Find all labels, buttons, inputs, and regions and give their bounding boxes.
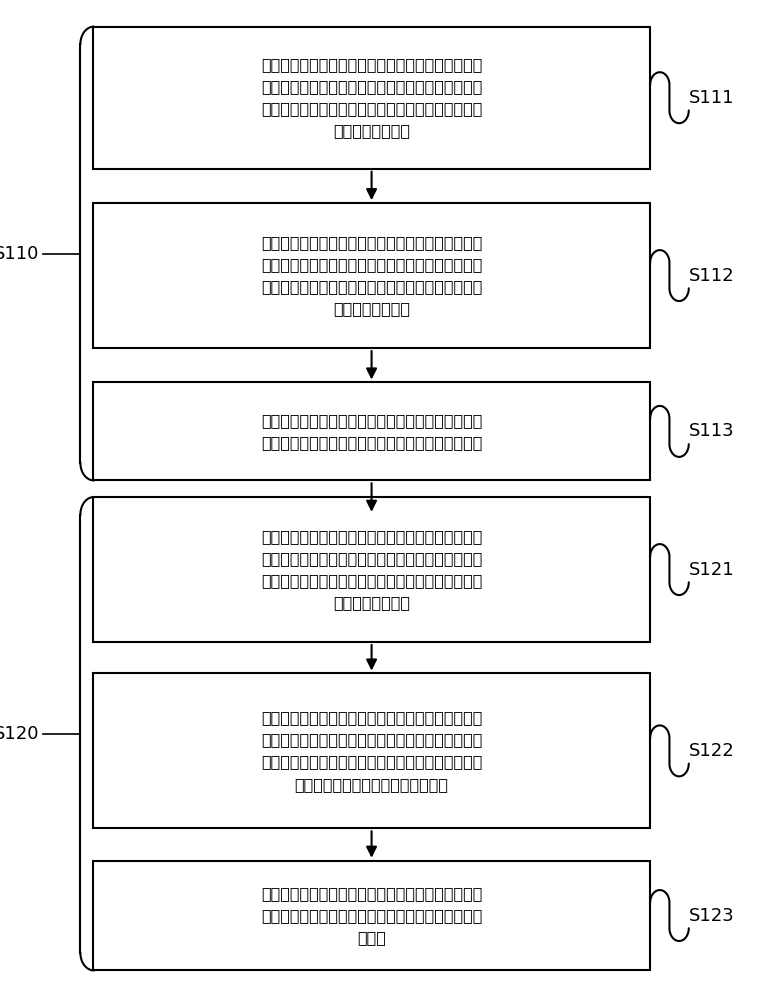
Text: S111: S111 <box>689 89 735 107</box>
FancyBboxPatch shape <box>93 861 650 970</box>
Text: S110: S110 <box>0 245 39 263</box>
Text: 将该可用子信道调度给所述第一调度优先级集合和所
述第二调度优先级集合中最高调度优先级对应的用户: 将该可用子信道调度给所述第一调度优先级集合和所 述第二调度优先级集合中最高调度优… <box>261 413 482 450</box>
Text: 根据该业务类型的每个直传用户的服务质量参数和该
直传用户在该可用子信道上的信道容量，分别计算每
个直传用户在该可用子信道上的调度优先级，获得第
一调度优先级集合: 根据该业务类型的每个直传用户的服务质量参数和该 直传用户在该可用子信道上的信道容… <box>261 57 482 139</box>
Text: S122: S122 <box>689 742 735 760</box>
FancyBboxPatch shape <box>93 27 650 169</box>
FancyBboxPatch shape <box>93 673 650 828</box>
FancyBboxPatch shape <box>93 203 650 348</box>
Text: 将该可用子信道调度给所述第三调度优先级集合和所
述第四调度优先级集合中最高调度优先级对应的用户
或节点: 将该可用子信道调度给所述第三调度优先级集合和所 述第四调度优先级集合中最高调度优… <box>261 886 482 945</box>
Text: 根据该业务类型的每个中继用户的服务质量参数和该
中继用户在该可用子信道上的信道容量，分别计算每
个中继用户在该可用子信道上的调度优先级，获得第
二调度优先级集合: 根据该业务类型的每个中继用户的服务质量参数和该 中继用户在该可用子信道上的信道容… <box>261 235 482 316</box>
Text: S123: S123 <box>689 907 735 925</box>
FancyBboxPatch shape <box>93 497 650 642</box>
Text: S113: S113 <box>689 422 735 440</box>
Text: S121: S121 <box>689 561 735 579</box>
Text: S112: S112 <box>689 267 735 285</box>
Text: 根据该业务类型的每个中继节点所服务的中继用户的
服务质量参数和该中继节点在该可用子信道上的信道
容量，分别计算每个中继节点在该可用子信道上的调
度优先级，获得第: 根据该业务类型的每个中继节点所服务的中继用户的 服务质量参数和该中继节点在该可用… <box>261 710 482 792</box>
Text: 根据该业务类型的每个直传用户的服务质量参数和该
直传用户在该可用子信道上的信道容量，分别计算每
个直传用户在该可用子信道上的调度优先级，获得第
三调度优先级集合: 根据该业务类型的每个直传用户的服务质量参数和该 直传用户在该可用子信道上的信道容… <box>261 529 482 610</box>
FancyBboxPatch shape <box>93 382 650 480</box>
Text: S120: S120 <box>0 725 39 743</box>
